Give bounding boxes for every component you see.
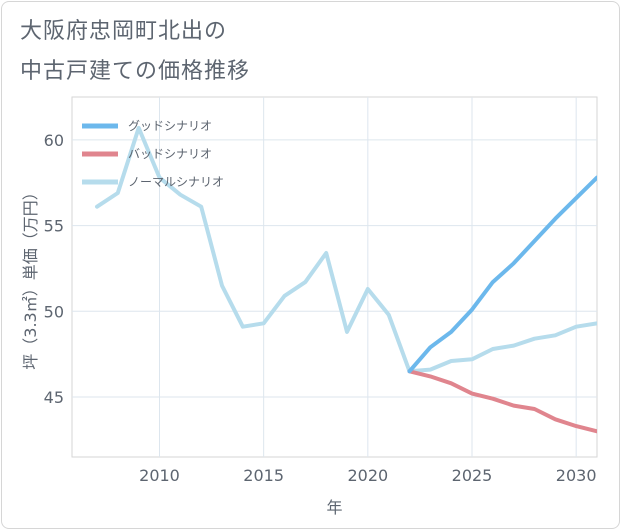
- legend-label-bad: バッドシナリオ: [128, 147, 212, 161]
- x-tick-label: 2030: [556, 466, 597, 485]
- y-tick-label: 55: [44, 217, 64, 236]
- y-tick-label: 45: [44, 388, 64, 407]
- series-line-normal: [95, 125, 597, 374]
- tick-labels: 2010 2015 2020 2025 2030 45 50 55 60: [44, 131, 597, 485]
- y-tick-label: 50: [44, 302, 64, 321]
- series-line-good: [407, 175, 597, 374]
- x-tick-label: 2020: [347, 466, 388, 485]
- series-group: [95, 125, 597, 434]
- x-tick-label: 2025: [452, 466, 493, 485]
- y-axis-label: 坪（3.3㎡）単価（万円）: [21, 184, 40, 369]
- legend-label-normal: ノーマルシナリオ: [128, 175, 224, 189]
- chart-title-line2: 中古戸建ての価格推移: [20, 59, 251, 84]
- chart-title-line1: 大阪府忠岡町北出の: [20, 19, 228, 44]
- series-line-bad: [407, 369, 597, 434]
- grid-lines: [72, 97, 597, 457]
- x-tick-label: 2010: [139, 466, 180, 485]
- y-tick-label: 60: [44, 131, 64, 150]
- x-axis-label: 年: [326, 498, 342, 517]
- legend-label-good: グッドシナリオ: [128, 119, 212, 133]
- x-tick-label: 2015: [243, 466, 284, 485]
